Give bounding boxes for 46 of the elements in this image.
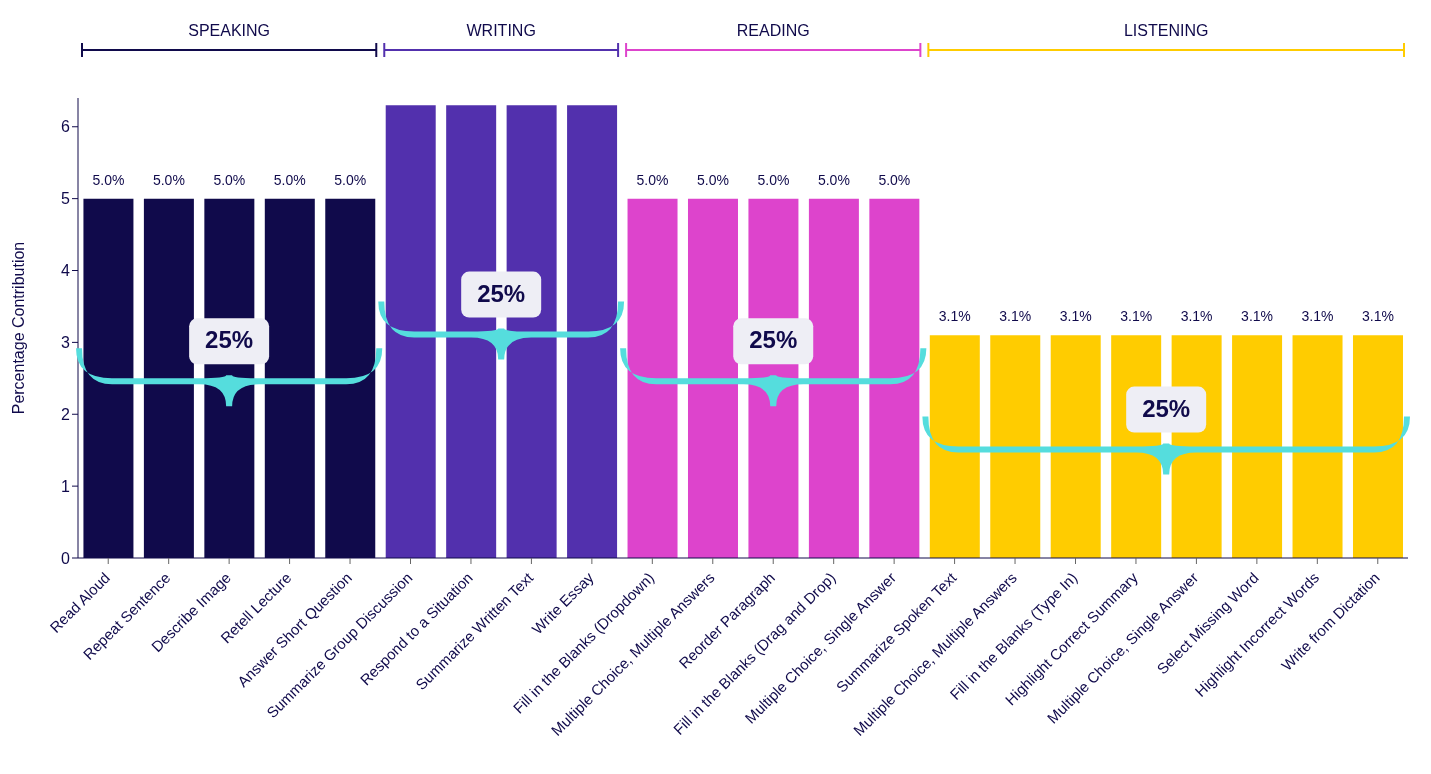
data-label: 3.1% — [1180, 308, 1213, 325]
y-tick-label: 3 — [61, 334, 71, 352]
y-tick-label: 2 — [61, 405, 71, 423]
annotation: 25% — [1142, 394, 1191, 422]
y-tick-label: 0 — [61, 549, 71, 567]
bar — [1292, 335, 1343, 558]
data-label: 5.0% — [334, 171, 367, 188]
data-label: 5.0% — [878, 171, 911, 188]
data-label: 5.0% — [697, 171, 729, 188]
bar — [567, 105, 618, 558]
y-axis-title: Percentage Contribution — [9, 241, 27, 415]
annotation: 25% — [749, 326, 798, 354]
text: WRITING — [466, 22, 536, 39]
data-label: 5.0% — [213, 171, 246, 188]
data-label: 3.1% — [1241, 308, 1274, 325]
text: SPEAKING — [188, 22, 271, 39]
bar — [385, 105, 436, 558]
data-label: 3.1% — [999, 308, 1032, 325]
data-label: 5.0% — [757, 171, 790, 188]
y-tick-label: 6 — [61, 118, 71, 136]
data-label: 3.1% — [1301, 308, 1334, 325]
bar — [1050, 335, 1101, 558]
data-label: 3.1% — [1059, 308, 1092, 325]
text: LISTENING — [1123, 22, 1209, 39]
bar — [1232, 335, 1283, 558]
bar — [1352, 335, 1403, 558]
data-label: 5.0% — [152, 171, 185, 188]
data-label: 3.1% — [1362, 308, 1394, 325]
data-label: 3.1% — [938, 308, 971, 325]
annotation: 25% — [477, 279, 526, 307]
y-tick-label: 1 — [61, 477, 71, 495]
y-tick-label: 5 — [61, 190, 71, 208]
data-label: 5.0% — [92, 171, 125, 188]
text: READING — [736, 22, 810, 39]
bar — [808, 198, 859, 558]
bar — [687, 198, 738, 558]
bar — [627, 198, 678, 558]
data-label: 5.0% — [273, 171, 306, 188]
y-tick-label: 4 — [61, 262, 71, 280]
data-label: 5.0% — [636, 171, 669, 188]
bar — [929, 335, 980, 558]
annotation: 25% — [205, 326, 254, 354]
bar — [990, 335, 1041, 558]
data-label: 5.0% — [817, 171, 850, 188]
data-label: 3.1% — [1120, 308, 1153, 325]
bar — [869, 198, 920, 558]
